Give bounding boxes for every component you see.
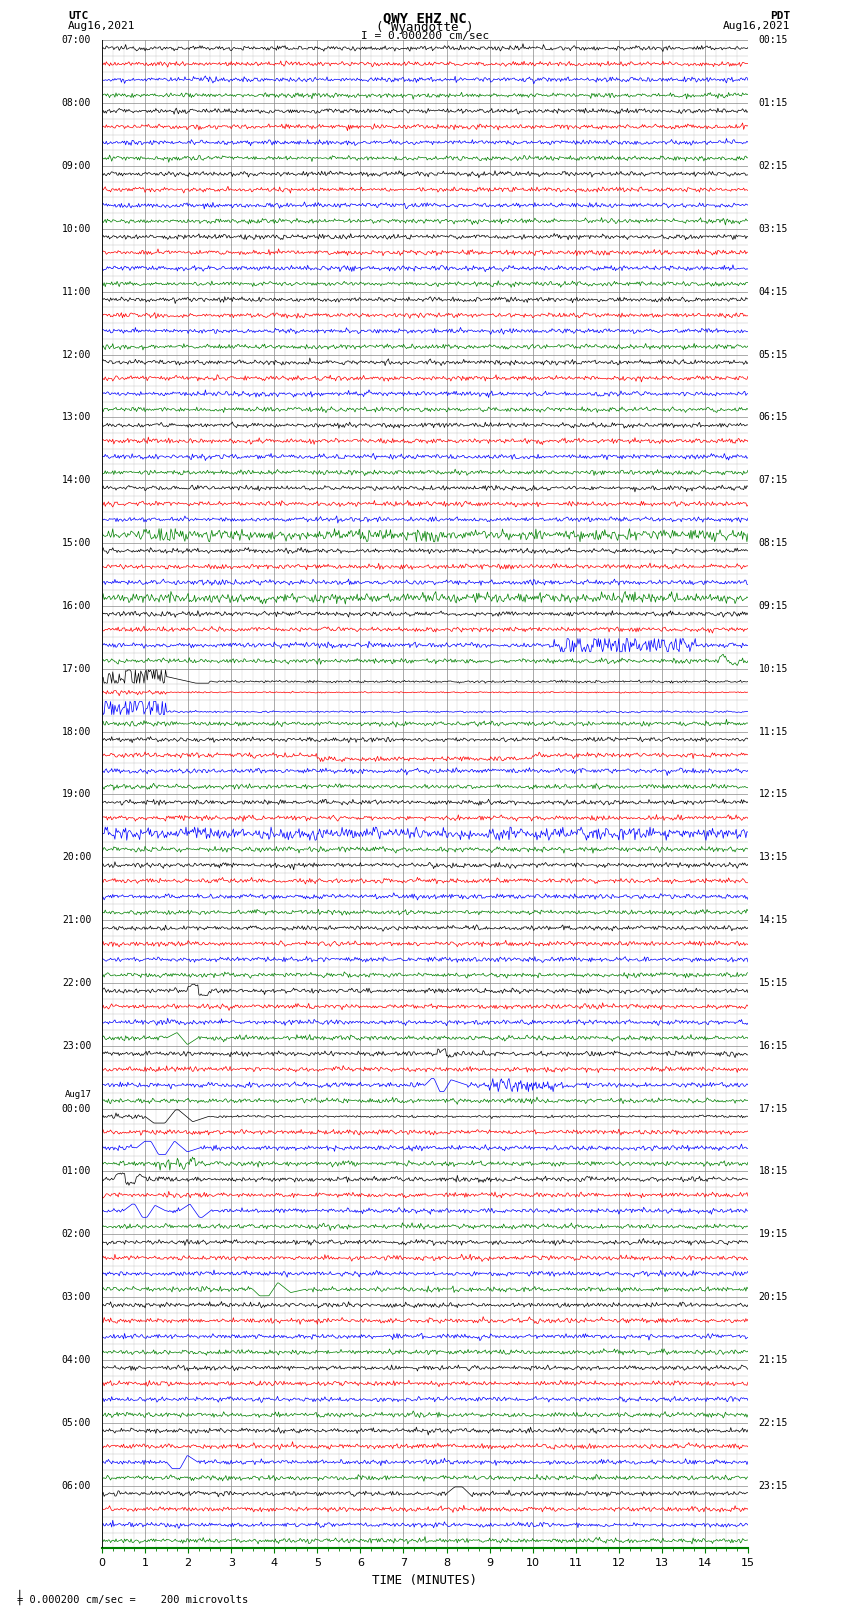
Text: 02:15: 02:15 — [759, 161, 788, 171]
Text: 01:15: 01:15 — [759, 98, 788, 108]
Text: 06:00: 06:00 — [62, 1481, 91, 1490]
Text: 17:15: 17:15 — [759, 1103, 788, 1113]
Text: 13:15: 13:15 — [759, 852, 788, 863]
Text: Aug16,2021: Aug16,2021 — [723, 21, 791, 31]
Text: 20:15: 20:15 — [759, 1292, 788, 1302]
Text: 11:15: 11:15 — [759, 726, 788, 737]
Text: 14:15: 14:15 — [759, 915, 788, 926]
Text: = 0.000200 cm/sec =    200 microvolts: = 0.000200 cm/sec = 200 microvolts — [17, 1595, 248, 1605]
Text: 02:00: 02:00 — [62, 1229, 91, 1239]
Text: 09:00: 09:00 — [62, 161, 91, 171]
Text: 03:15: 03:15 — [759, 224, 788, 234]
Text: 12:15: 12:15 — [759, 789, 788, 800]
Text: 08:00: 08:00 — [62, 98, 91, 108]
Text: 04:15: 04:15 — [759, 287, 788, 297]
Text: Aug16,2021: Aug16,2021 — [68, 21, 135, 31]
Text: 03:00: 03:00 — [62, 1292, 91, 1302]
Text: 10:00: 10:00 — [62, 224, 91, 234]
Text: 17:00: 17:00 — [62, 663, 91, 674]
Text: 00:15: 00:15 — [759, 35, 788, 45]
Text: ( Wyandotte ): ( Wyandotte ) — [377, 21, 473, 34]
Text: 07:00: 07:00 — [62, 35, 91, 45]
Text: 15:00: 15:00 — [62, 539, 91, 548]
Text: 23:15: 23:15 — [759, 1481, 788, 1490]
Text: 13:00: 13:00 — [62, 413, 91, 423]
Text: 04:00: 04:00 — [62, 1355, 91, 1365]
Text: 15:15: 15:15 — [759, 977, 788, 987]
Text: 18:00: 18:00 — [62, 726, 91, 737]
Text: 16:00: 16:00 — [62, 602, 91, 611]
Text: 05:00: 05:00 — [62, 1418, 91, 1428]
Text: │: │ — [15, 1589, 23, 1605]
Text: 23:00: 23:00 — [62, 1040, 91, 1050]
Text: I = 0.000200 cm/sec: I = 0.000200 cm/sec — [361, 31, 489, 40]
Text: PDT: PDT — [770, 11, 790, 21]
Text: 18:15: 18:15 — [759, 1166, 788, 1176]
Text: 21:15: 21:15 — [759, 1355, 788, 1365]
Text: 14:00: 14:00 — [62, 476, 91, 486]
Text: 05:15: 05:15 — [759, 350, 788, 360]
Text: 09:15: 09:15 — [759, 602, 788, 611]
Text: 00:00: 00:00 — [62, 1103, 91, 1113]
Text: UTC: UTC — [68, 11, 88, 21]
Text: 22:15: 22:15 — [759, 1418, 788, 1428]
Text: 21:00: 21:00 — [62, 915, 91, 926]
Text: 10:15: 10:15 — [759, 663, 788, 674]
Text: 16:15: 16:15 — [759, 1040, 788, 1050]
Text: 11:00: 11:00 — [62, 287, 91, 297]
Text: Aug17: Aug17 — [65, 1090, 91, 1098]
Text: 08:15: 08:15 — [759, 539, 788, 548]
Text: 07:15: 07:15 — [759, 476, 788, 486]
Text: 22:00: 22:00 — [62, 977, 91, 987]
Text: 12:00: 12:00 — [62, 350, 91, 360]
Text: 20:00: 20:00 — [62, 852, 91, 863]
Text: 06:15: 06:15 — [759, 413, 788, 423]
Text: QWY EHZ NC: QWY EHZ NC — [383, 11, 467, 26]
Text: 19:00: 19:00 — [62, 789, 91, 800]
Text: 19:15: 19:15 — [759, 1229, 788, 1239]
X-axis label: TIME (MINUTES): TIME (MINUTES) — [372, 1574, 478, 1587]
Text: 01:00: 01:00 — [62, 1166, 91, 1176]
